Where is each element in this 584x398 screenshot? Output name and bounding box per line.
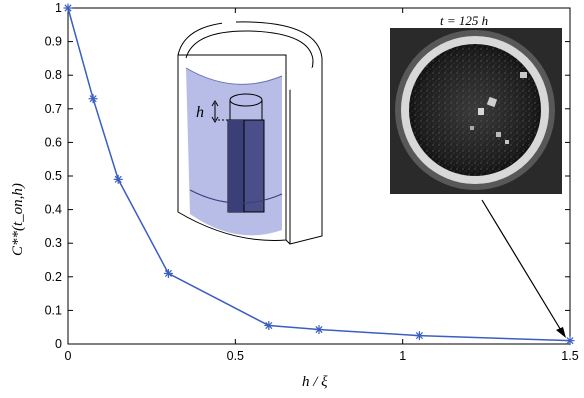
x-tick-label: 1.5 — [561, 349, 578, 363]
series-line — [67, 7, 571, 342]
y-tick-label: 0.1 — [45, 303, 62, 317]
y-tick-label: 0.9 — [45, 35, 62, 49]
y-axis: 0 0.1 0.2 0.3 0.4 0.5 0.6 0.7 0.8 0.9 1 — [45, 1, 570, 351]
y-tick-label: 0.8 — [45, 68, 62, 82]
data-point — [414, 331, 424, 341]
y-tick-label: 0.6 — [45, 135, 62, 149]
y-axis-label: C**(t_on,h) — [10, 183, 26, 256]
data-point — [88, 94, 98, 104]
y-tick-label: 0.5 — [45, 169, 62, 183]
diagram-h-label: h — [196, 104, 204, 121]
data-point — [565, 336, 575, 346]
inset-title: t = 125 h — [440, 13, 488, 28]
x-tick-label: 0 — [65, 349, 72, 363]
y-tick-label: 0 — [55, 337, 62, 351]
data-point — [113, 174, 123, 184]
annotation-arrow — [481, 199, 563, 333]
data-point — [264, 321, 274, 331]
series-markers — [63, 3, 575, 346]
data-point — [63, 3, 73, 13]
x-axis-label: h / ξ — [302, 374, 328, 390]
y-tick-label: 0.4 — [45, 203, 62, 217]
x-tick-label: 0.5 — [227, 349, 244, 363]
photo-inset — [390, 28, 562, 194]
y-tick-label: 0.2 — [45, 270, 62, 284]
x-tick-label: 1 — [399, 349, 406, 363]
y-tick-label: 0.7 — [45, 102, 62, 116]
arrow-head — [556, 327, 566, 338]
data-point — [163, 268, 173, 278]
y-tick-label: 1 — [55, 1, 62, 15]
data-point — [314, 325, 324, 335]
cylinder-diagram — [177, 17, 323, 245]
y-tick-label: 0.3 — [45, 236, 62, 250]
